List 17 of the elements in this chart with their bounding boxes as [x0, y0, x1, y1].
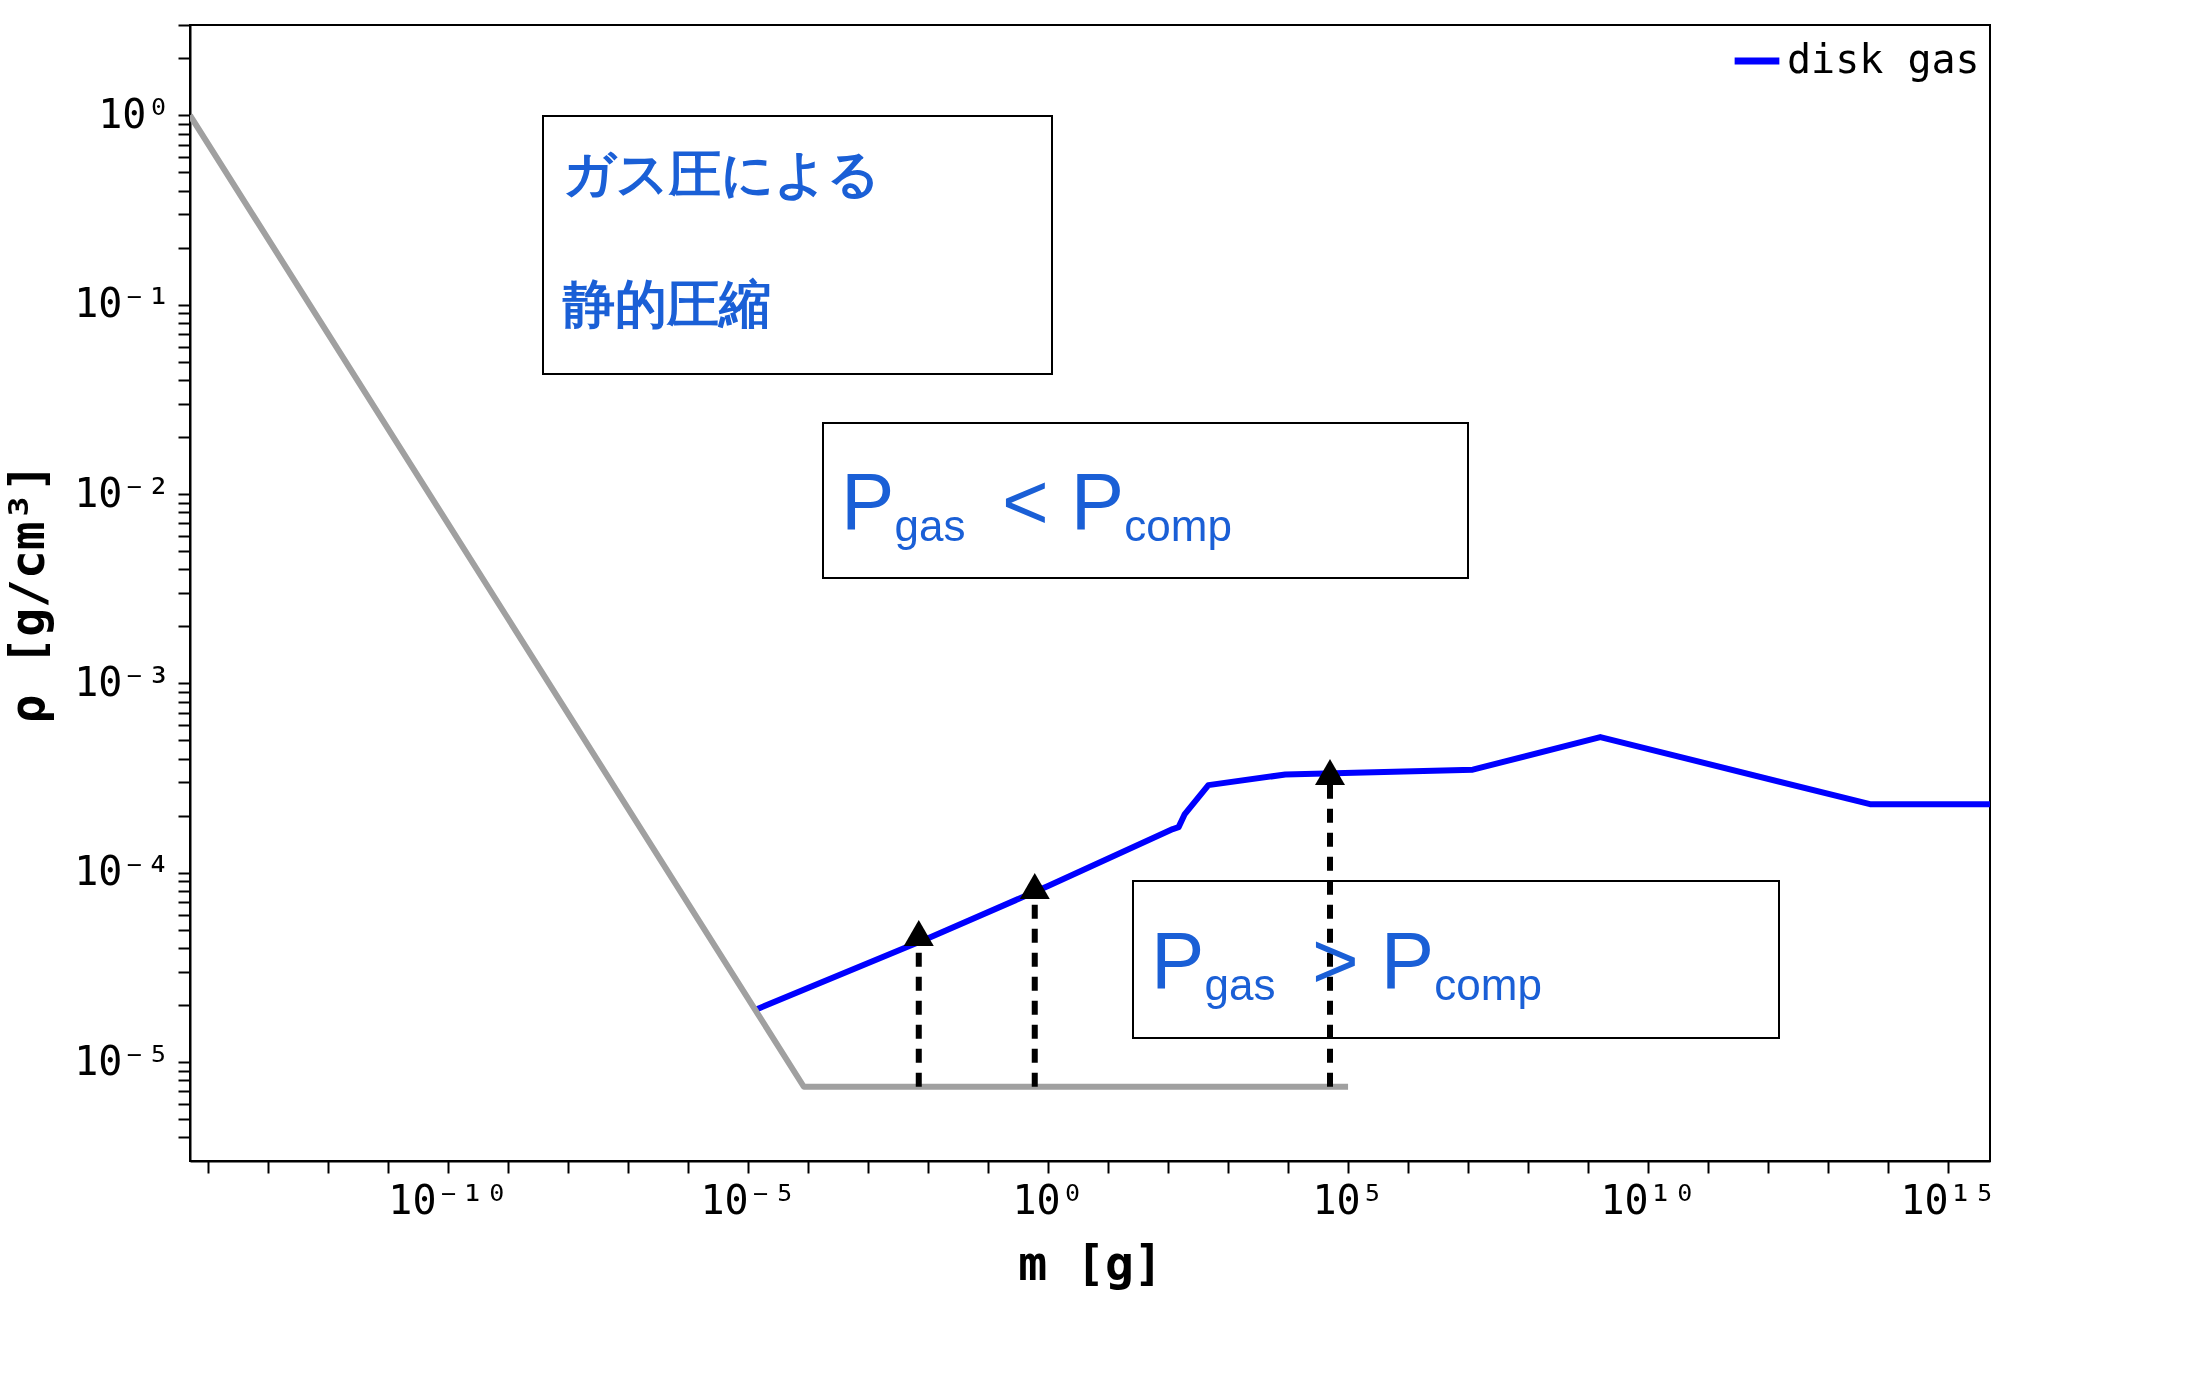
x-tick-label: 10⁻⁵: [700, 1176, 797, 1223]
x-tick-label: 10¹⁰: [1600, 1176, 1697, 1223]
x-tick-label: 10¹⁵: [1900, 1176, 1997, 1223]
annotation: 静的圧縮: [562, 274, 771, 334]
x-tick-label: 10⁰: [1012, 1176, 1085, 1223]
y-tick-label: 10⁻³: [74, 658, 171, 705]
x-tick-label: 10⁵: [1312, 1176, 1385, 1223]
x-tick-label: 10⁻¹⁰: [388, 1176, 509, 1223]
y-tick-label: 10⁻⁵: [74, 1037, 171, 1084]
y-tick-label: 10⁰: [98, 90, 171, 137]
y-tick-label: 10⁻²: [74, 469, 171, 516]
y-tick-label: 10⁻⁴: [74, 848, 171, 895]
legend-label: disk gas: [1787, 36, 1980, 82]
annotation: ガス圧による: [563, 144, 880, 204]
x-axis-title: m [g]: [1018, 1234, 1163, 1291]
y-axis-title: ρ [g/cm³]: [0, 463, 56, 724]
y-tick-label: 10⁻¹: [74, 280, 171, 327]
